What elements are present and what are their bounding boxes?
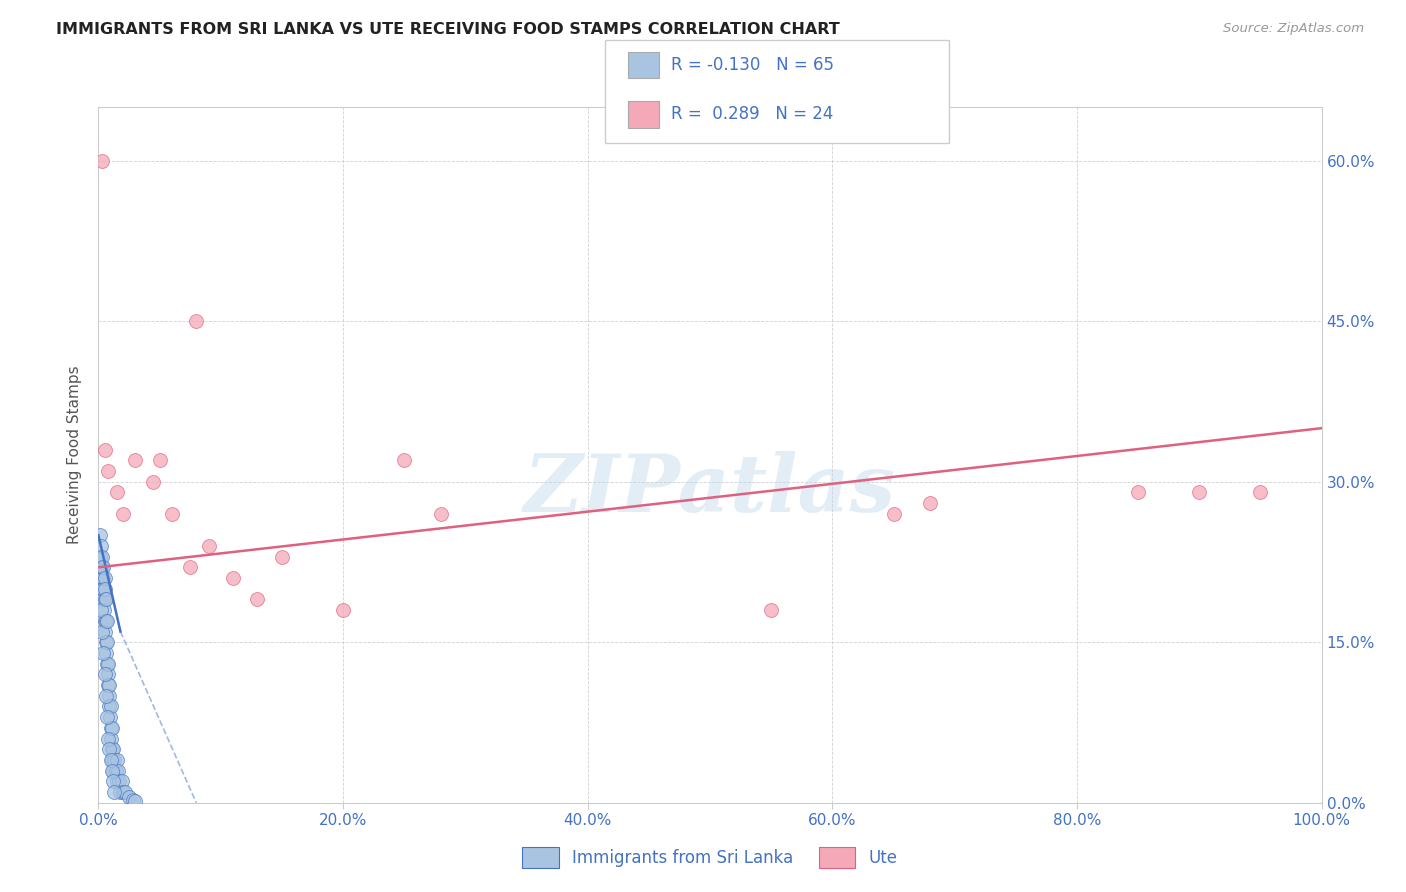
Point: [97, 667, 120, 681]
Point: [91, 560, 114, 574]
Point: [100, 753, 122, 767]
Point: [103, 785, 125, 799]
Point: [97, 464, 120, 478]
Point: [101, 721, 124, 735]
Y-axis label: Receiving Food Stamps: Receiving Food Stamps: [67, 366, 83, 544]
Point: [920, 496, 942, 510]
Point: [91, 582, 114, 596]
Point: [93, 571, 115, 585]
Point: [96, 635, 118, 649]
Text: R = -0.130   N = 65: R = -0.130 N = 65: [671, 56, 834, 74]
Point: [101, 753, 124, 767]
Point: [91, 646, 114, 660]
Point: [100, 721, 122, 735]
Point: [101, 742, 124, 756]
Point: [93, 614, 115, 628]
Text: IMMIGRANTS FROM SRI LANKA VS UTE RECEIVING FOOD STAMPS CORRELATION CHART: IMMIGRANTS FROM SRI LANKA VS UTE RECEIVI…: [56, 22, 839, 37]
Text: ZIPatlas: ZIPatlas: [524, 451, 896, 528]
Point: [91, 560, 114, 574]
Point: [93, 603, 115, 617]
Point: [91, 592, 114, 607]
Point: [1250, 485, 1272, 500]
Point: [98, 742, 121, 756]
Point: [179, 560, 201, 574]
Point: [142, 475, 165, 489]
Point: [94, 689, 117, 703]
Point: [1128, 485, 1150, 500]
Point: [96, 657, 118, 671]
Point: [93, 667, 115, 681]
Point: [883, 507, 905, 521]
Point: [90, 603, 112, 617]
Point: [108, 774, 131, 789]
Point: [94, 624, 117, 639]
Point: [121, 792, 143, 806]
Point: [101, 764, 124, 778]
Point: [93, 592, 115, 607]
Point: [89, 549, 111, 564]
Legend: Immigrants from Sri Lanka, Ute: Immigrants from Sri Lanka, Ute: [516, 841, 904, 874]
Point: [93, 582, 115, 596]
Point: [93, 442, 115, 457]
Point: [110, 785, 132, 799]
Point: [94, 614, 117, 628]
Point: [332, 603, 354, 617]
Point: [111, 774, 134, 789]
Point: [430, 507, 453, 521]
Point: [392, 453, 416, 467]
Point: [89, 528, 111, 542]
Point: [96, 710, 118, 724]
Point: [246, 592, 269, 607]
Point: [101, 742, 124, 756]
Point: [90, 560, 112, 574]
Point: [103, 753, 125, 767]
Point: [100, 699, 122, 714]
Point: [1188, 485, 1211, 500]
Point: [197, 539, 219, 553]
Point: [111, 785, 134, 799]
Point: [98, 678, 121, 692]
Point: [114, 785, 136, 799]
Point: [90, 539, 112, 553]
Point: [105, 774, 128, 789]
Point: [222, 571, 245, 585]
Text: Source: ZipAtlas.com: Source: ZipAtlas.com: [1223, 22, 1364, 36]
Point: [91, 582, 114, 596]
Point: [97, 689, 120, 703]
Point: [105, 485, 128, 500]
Point: [98, 710, 121, 724]
Point: [761, 603, 783, 617]
Point: [97, 657, 120, 671]
Point: [97, 731, 120, 746]
Point: [118, 790, 141, 805]
Point: [111, 507, 134, 521]
Point: [97, 678, 120, 692]
Point: [91, 624, 114, 639]
Point: [270, 549, 294, 564]
Point: [96, 614, 118, 628]
Point: [91, 153, 114, 168]
Point: [100, 731, 122, 746]
Point: [105, 753, 128, 767]
Point: [160, 507, 183, 521]
Point: [94, 635, 117, 649]
Point: [104, 764, 127, 778]
Point: [124, 453, 146, 467]
Point: [90, 571, 112, 585]
Point: [94, 592, 117, 607]
Text: R =  0.289   N = 24: R = 0.289 N = 24: [671, 105, 832, 123]
Point: [107, 764, 129, 778]
Point: [186, 314, 208, 328]
Point: [101, 774, 124, 789]
Point: [149, 453, 172, 467]
Point: [124, 794, 146, 808]
Point: [91, 571, 114, 585]
Point: [101, 764, 124, 778]
Point: [98, 699, 121, 714]
Point: [96, 646, 118, 660]
Point: [91, 549, 114, 564]
